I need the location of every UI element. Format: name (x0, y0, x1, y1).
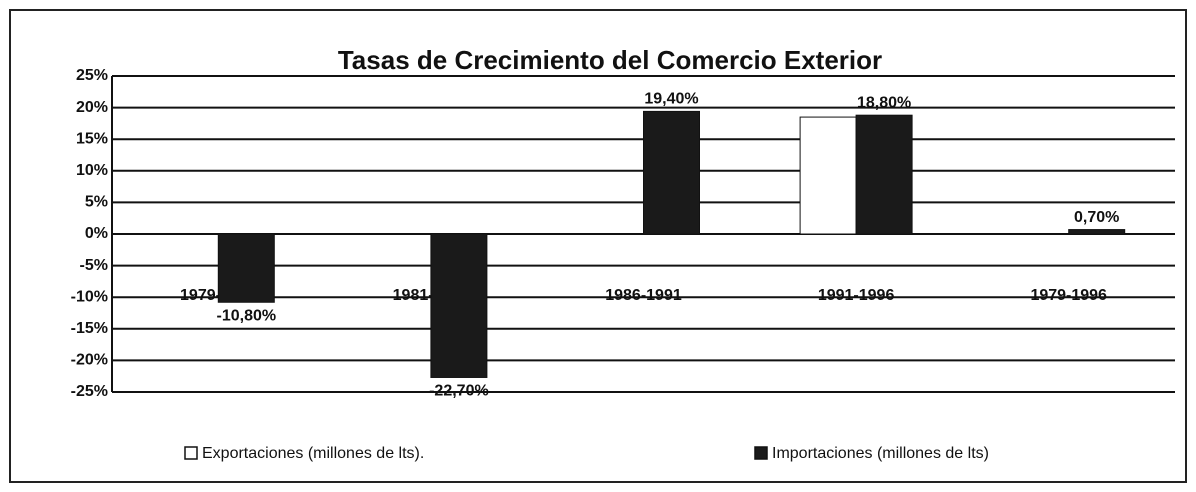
legend-swatch (754, 446, 768, 460)
bar (855, 114, 913, 235)
value-label: -10,80% (217, 307, 277, 324)
legend-label: Exportaciones (millones de lts). (202, 445, 424, 462)
y-tick-label: 25% (76, 67, 108, 84)
chart-title: Tasas de Crecimiento del Comercio Exteri… (338, 45, 882, 75)
y-tick-label: -20% (71, 352, 108, 369)
y-tick-label: -5% (80, 257, 108, 274)
y-tick-label: 0% (85, 225, 108, 242)
frame (9, 9, 1187, 483)
bar (1068, 229, 1126, 235)
legend-swatch (184, 446, 198, 460)
y-tick-label: -15% (71, 320, 108, 337)
bar (799, 116, 857, 235)
x-tick-label: 1979-1996 (1030, 287, 1107, 304)
value-label: 0,70% (1074, 209, 1119, 226)
bar (430, 233, 488, 378)
y-tick-label: 20% (76, 99, 108, 116)
y-tick-label: 5% (85, 194, 108, 211)
y-tick-label: 10% (76, 162, 108, 179)
bar (217, 233, 275, 303)
value-label: -22,70% (429, 383, 489, 400)
value-label: 18,80% (857, 94, 911, 111)
y-tick-label: -25% (71, 383, 108, 400)
bar (643, 110, 700, 235)
value-label: 19,40% (644, 91, 698, 108)
x-tick-label: 1986-1991 (605, 287, 682, 304)
legend-label: Importaciones (millones de lts) (772, 445, 989, 462)
y-tick-label: -10% (71, 288, 108, 305)
y-tick-label: 15% (76, 130, 108, 147)
x-tick-label: 1991-1996 (818, 287, 895, 304)
